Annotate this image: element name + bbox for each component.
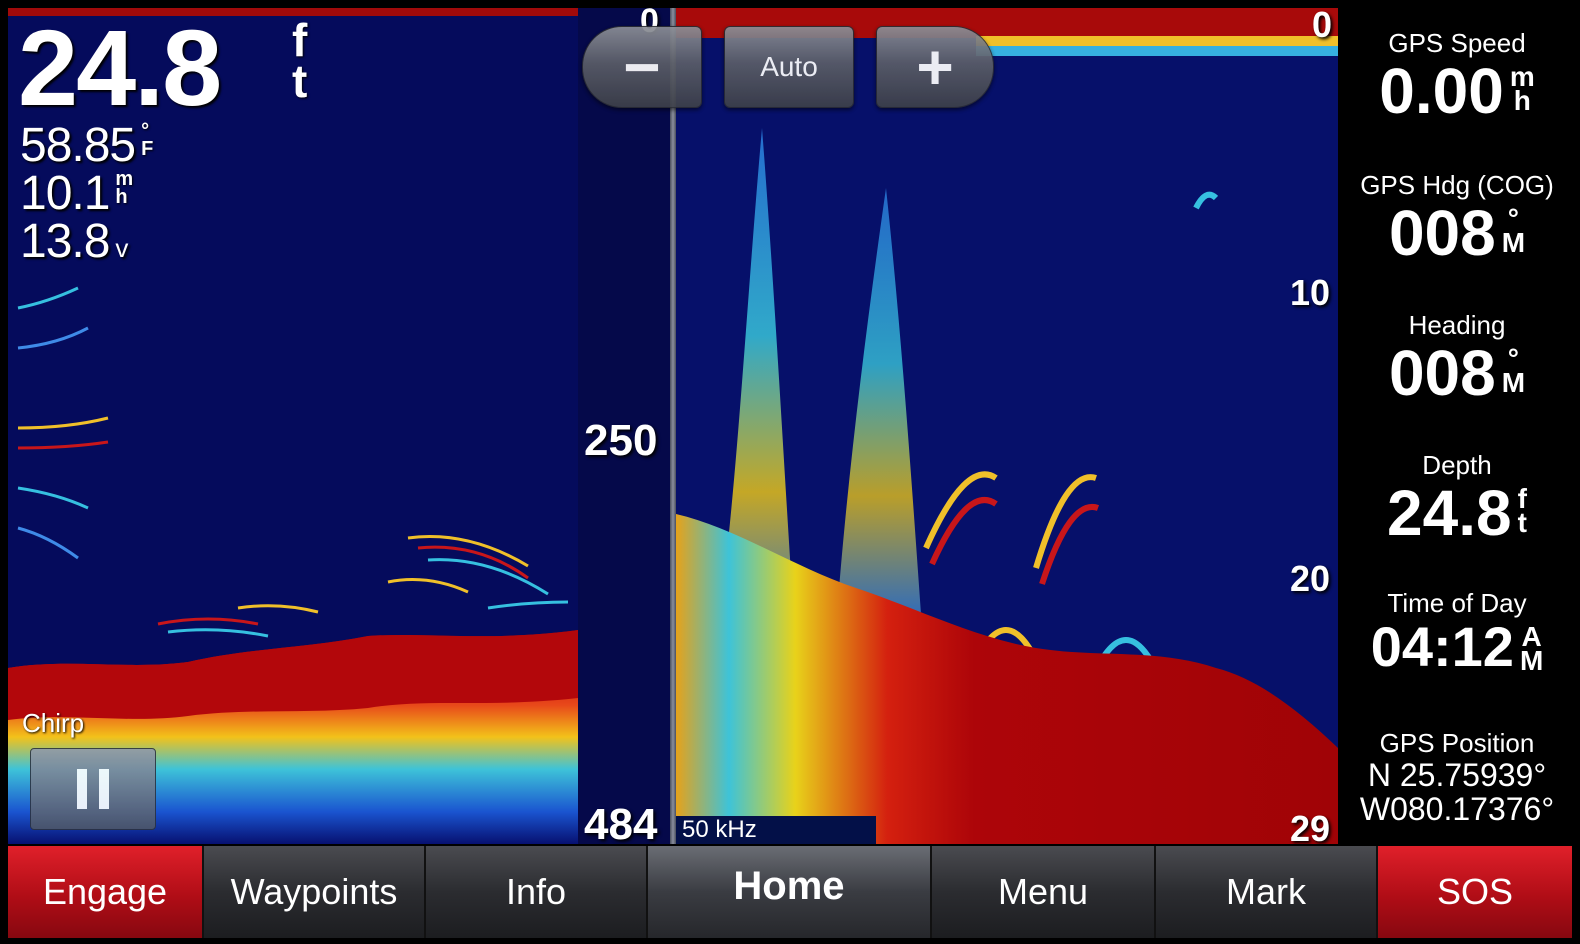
zoom-out-button[interactable]: − bbox=[582, 26, 702, 108]
bottom-nav-bar: Engage Waypoints Info Home Menu Mark SOS bbox=[8, 846, 1572, 938]
voltage-readout: 13.8 v bbox=[20, 215, 128, 268]
right-scale-bottom: 29 bbox=[1290, 808, 1331, 849]
pause-icon bbox=[77, 769, 87, 809]
zoom-in-button[interactable]: + bbox=[876, 26, 994, 108]
menu-button[interactable]: Menu bbox=[932, 846, 1156, 938]
left-scale-bottom: 484 bbox=[584, 800, 658, 849]
water-temperature-readout: 58.85 ° F bbox=[20, 119, 153, 172]
gps-position-field[interactable]: GPS Position N 25.75939° W080.17376° bbox=[1359, 728, 1555, 827]
right-scale-top: 0 bbox=[1312, 4, 1333, 45]
zoom-auto-button[interactable]: Auto bbox=[724, 26, 854, 108]
info-button[interactable]: Info bbox=[426, 846, 648, 938]
heading-field[interactable]: Heading 008 ° M bbox=[1388, 310, 1526, 409]
frequency-label: 50 kHz bbox=[676, 816, 876, 844]
sonar-main-panel: 50 kHz bbox=[676, 8, 1338, 844]
sonar-main-image bbox=[676, 8, 1338, 844]
engage-button[interactable]: Engage bbox=[8, 846, 204, 938]
depth-unit: f t bbox=[292, 14, 308, 108]
mark-button[interactable]: Mark bbox=[1156, 846, 1378, 938]
home-button[interactable]: Home bbox=[648, 846, 932, 938]
waypoints-button[interactable]: Waypoints bbox=[204, 846, 426, 938]
right-scale-10: 10 bbox=[1290, 272, 1331, 313]
right-scale-20: 20 bbox=[1290, 558, 1331, 599]
voltage-unit: v bbox=[115, 233, 128, 263]
plus-icon: + bbox=[916, 31, 954, 103]
depth-readout: 24.8 bbox=[18, 8, 222, 128]
sos-button[interactable]: SOS bbox=[1378, 846, 1572, 938]
left-scale-middle: 250 bbox=[584, 416, 658, 465]
panel-divider[interactable] bbox=[670, 8, 676, 844]
temperature-unit: ° F bbox=[141, 120, 153, 160]
speed-readout: 10.1 m h bbox=[20, 167, 133, 220]
sonar-history-panel: 24.8 f t 58.85 ° F 10.1 m h 13.8 v Chirp bbox=[8, 8, 578, 844]
sonar-mode-label: Chirp bbox=[22, 708, 85, 738]
minus-icon: − bbox=[623, 31, 661, 103]
left-depth-scale bbox=[578, 8, 670, 844]
pause-button[interactable] bbox=[30, 748, 156, 830]
gps-heading-field[interactable]: GPS Hdg (COG) 008 ° M bbox=[1360, 170, 1554, 269]
